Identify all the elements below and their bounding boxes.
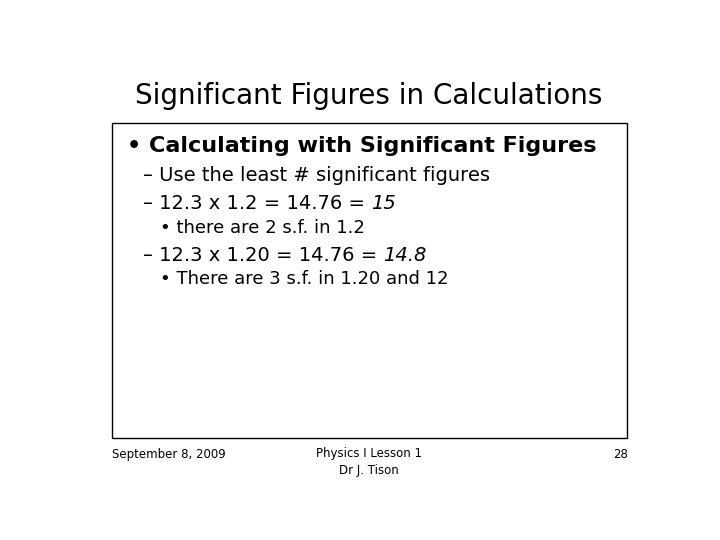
Text: – Use the least # significant figures: – Use the least # significant figures: [143, 166, 490, 185]
Text: Physics I Lesson 1
Dr J. Tison: Physics I Lesson 1 Dr J. Tison: [316, 447, 422, 477]
Text: 15: 15: [371, 194, 396, 213]
Text: 28: 28: [613, 448, 628, 461]
FancyBboxPatch shape: [112, 123, 627, 438]
Text: • Calculating with Significant Figures: • Calculating with Significant Figures: [127, 136, 597, 156]
Text: – 12.3 x 1.2 = 14.76 =: – 12.3 x 1.2 = 14.76 =: [143, 194, 371, 213]
Text: • there are 2 s.f. in 1.2: • there are 2 s.f. in 1.2: [160, 219, 364, 237]
Text: 14.8: 14.8: [383, 246, 426, 265]
Text: Significant Figures in Calculations: Significant Figures in Calculations: [135, 82, 603, 110]
Text: September 8, 2009: September 8, 2009: [112, 448, 225, 461]
Text: – 12.3 x 1.20 = 14.76 =: – 12.3 x 1.20 = 14.76 =: [143, 246, 383, 265]
Text: • There are 3 s.f. in 1.20 and 12: • There are 3 s.f. in 1.20 and 12: [160, 271, 449, 288]
